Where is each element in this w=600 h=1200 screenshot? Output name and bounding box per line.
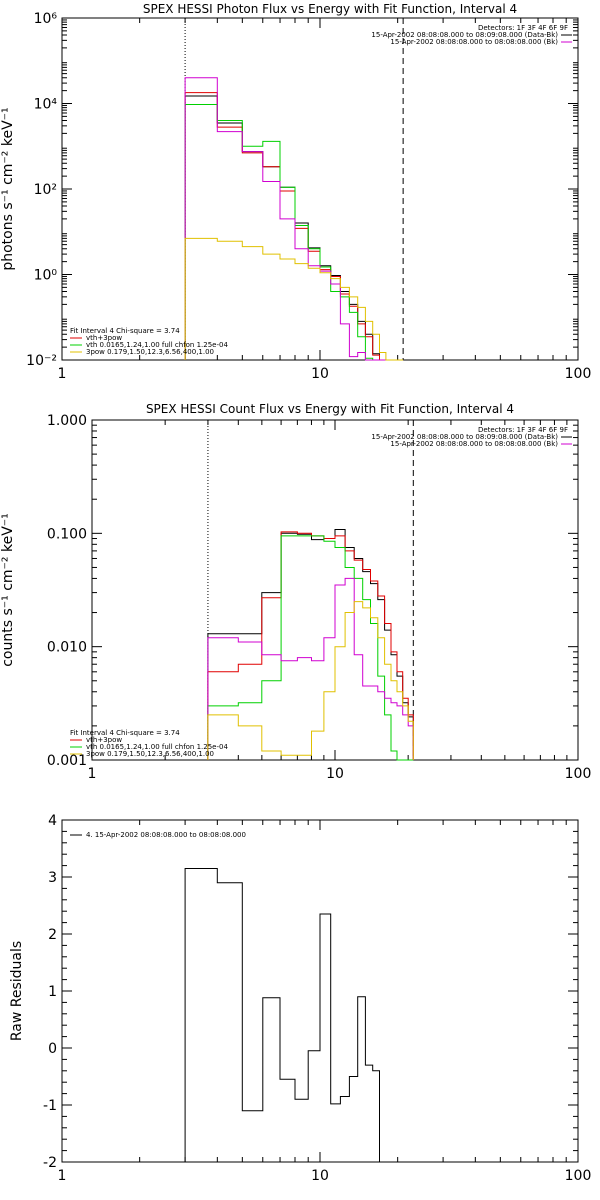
- y-tick-label: 0.010: [47, 640, 87, 656]
- series-histogram: [184, 237, 404, 361]
- series-histogram: [184, 77, 404, 361]
- y-tick-label: 10⁰: [34, 268, 58, 284]
- x-tick-label: 1: [88, 766, 97, 782]
- x-tick-label: 1: [58, 366, 67, 382]
- y-tick-label: 10²: [34, 182, 57, 198]
- y-axis-label: Raw Residuals: [9, 941, 25, 1041]
- legend-data-interval: 15-Apr-2002 08:08:08.000 to 08:09:08.000…: [371, 433, 558, 441]
- reference-lines: [207, 420, 414, 760]
- series-group: [207, 529, 414, 761]
- series-histogram: [184, 92, 404, 361]
- y-tick-label: 10⁶: [34, 11, 58, 27]
- photon-flux-panel: SPEX HESSI Photon Flux vs Energy with Fi…: [0, 2, 591, 382]
- y-axis-label: counts s⁻¹ cm⁻² keV⁻¹: [0, 513, 16, 667]
- y-tick-labels: -2 -1 0 1 2 3 4: [43, 813, 57, 1171]
- y-tick-label: 1.000: [47, 413, 87, 429]
- legend-series-name: vth+3pow: [86, 334, 122, 342]
- y-tick-label: 0.001: [47, 753, 87, 769]
- y-tick-label: 10⁻²: [26, 353, 57, 369]
- legend-series-name: 3pow 0.179,1.50,12.3,6.56,400,1.00: [86, 750, 214, 758]
- chart-title: SPEX HESSI Count Flux vs Energy with Fit…: [146, 402, 514, 416]
- legend-detectors: Detectors: 1F 3F 4F 6F 9F: [478, 24, 568, 32]
- residuals-panel: Raw Residuals 1 10 100 -2 -1 0 1 2 3 4 4. 15-Apr…: [9, 813, 591, 1184]
- legend-interval: 4. 15-Apr-2002 08:08:08.000 to 08:08:08.…: [86, 831, 246, 839]
- legend-fit-title: Fit Interval 4 Chi-square = 3.74: [70, 327, 180, 335]
- legend-series-name: vth+3pow: [86, 736, 122, 744]
- series-group: [184, 77, 404, 361]
- legend-fit-title: Fit Interval 4 Chi-square = 3.74: [70, 729, 180, 737]
- y-tick-labels: 0.001 0.010 0.100 1.000: [47, 413, 87, 769]
- legend-bk-interval: 15-Apr-2002 08:08:08.000 to 08:08:08.000…: [390, 38, 558, 46]
- y-tick-labels: 10⁻² 10⁰ 10² 10⁴ 10⁶: [26, 11, 57, 369]
- series-histogram: [184, 95, 404, 361]
- x-tick-label: 10: [326, 766, 344, 782]
- x-tick-labels: 1 10 100: [58, 1168, 592, 1184]
- series-group: [184, 868, 380, 1162]
- count-flux-panel: SPEX HESSI Count Flux vs Energy with Fit…: [0, 402, 591, 782]
- x-tick-label: 100: [565, 366, 592, 382]
- y-tick-label: 3: [48, 870, 57, 886]
- y-tick-label: 2: [48, 927, 57, 943]
- y-tick-label: 0.100: [47, 526, 87, 542]
- reference-lines: [184, 18, 404, 360]
- legend-bk-interval: 15-Apr-2002 08:08:08.000 to 08:08:08.000…: [390, 440, 558, 448]
- y-tick-label: 0: [48, 1041, 57, 1057]
- plot-frame: [61, 17, 579, 361]
- y-tick-label: 1: [48, 984, 57, 1000]
- x-tick-label: 10: [311, 1168, 329, 1184]
- y-tick-label: -1: [43, 1098, 57, 1114]
- legend-series-name: vth 0.0165,1.24,1.00 full chfon 1.25e-04: [86, 743, 228, 751]
- axis-ticks: [61, 17, 578, 361]
- y-tick-label: -2: [43, 1155, 57, 1171]
- x-tick-label: 10: [311, 366, 329, 382]
- legend-series-name: vth 0.0165,1.24,1.00 full chfon 1.25e-04: [86, 341, 228, 349]
- y-axis-label: photons s⁻¹ cm⁻² keV⁻¹: [0, 107, 16, 270]
- x-tick-labels: 1 10 100: [58, 366, 592, 382]
- series-histogram: [207, 577, 414, 760]
- series-histogram: [184, 868, 380, 1162]
- y-tick-label: 4: [48, 813, 57, 829]
- legend-series-name: 3pow 0.179,1.50,12.3,6.56,400,1.00: [86, 348, 214, 356]
- x-tick-label: 100: [565, 1168, 592, 1184]
- series-histogram: [207, 535, 414, 761]
- x-tick-labels: 1 10 100: [88, 766, 592, 782]
- series-histogram: [184, 104, 404, 361]
- x-tick-label: 100: [565, 766, 592, 782]
- x-tick-label: 1: [58, 1168, 67, 1184]
- y-tick-label: 10⁴: [34, 97, 58, 113]
- series-histogram: [207, 601, 414, 760]
- chart-title: SPEX HESSI Photon Flux vs Energy with Fi…: [143, 2, 517, 16]
- legend-data-interval: 15-Apr-2002 08:08:08.000 to 08:09:08.000…: [371, 31, 558, 39]
- axis-ticks: [91, 419, 578, 761]
- axis-ticks: [61, 819, 578, 1163]
- legend-detectors: Detectors: 1F 3F 4F 6F 9F: [478, 426, 568, 434]
